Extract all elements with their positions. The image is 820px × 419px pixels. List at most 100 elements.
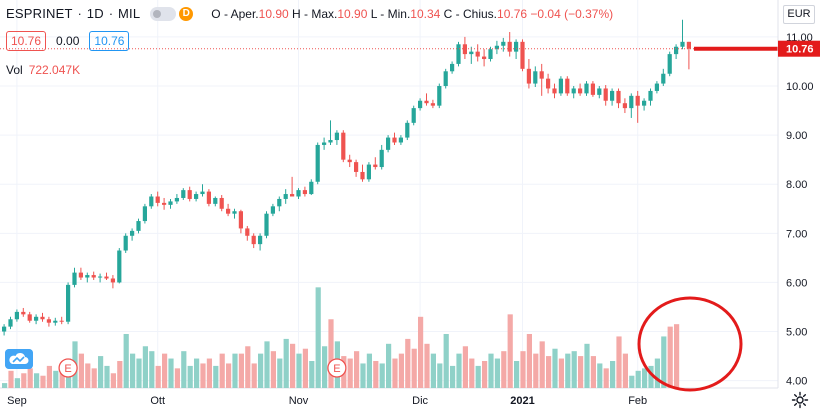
candle bbox=[411, 105, 416, 126]
volume-bar bbox=[302, 348, 308, 388]
candle bbox=[315, 142, 320, 185]
candle-body bbox=[181, 190, 186, 198]
volume-bar bbox=[290, 343, 296, 388]
candle bbox=[130, 228, 135, 241]
candle bbox=[533, 66, 538, 88]
price-tick-label: 10.00 bbox=[786, 81, 814, 93]
volume-bar bbox=[149, 351, 155, 388]
candle-body bbox=[610, 90, 615, 101]
volume-bar bbox=[14, 378, 20, 388]
volume-bar bbox=[85, 363, 91, 388]
candle-body bbox=[91, 275, 96, 278]
candle-body bbox=[2, 326, 7, 332]
settings-gear-icon[interactable] bbox=[791, 391, 809, 409]
price-boxes: 10.76 0.00 10.76 bbox=[6, 31, 130, 51]
candle bbox=[270, 203, 275, 217]
candle bbox=[475, 44, 480, 62]
candle bbox=[667, 51, 672, 77]
candle-body bbox=[456, 44, 461, 64]
volume-bar bbox=[130, 353, 136, 388]
candle-body bbox=[213, 197, 218, 204]
volume-bar bbox=[187, 365, 193, 388]
volume-bar bbox=[424, 343, 430, 388]
candle-body bbox=[571, 88, 576, 94]
volume-bar bbox=[283, 338, 289, 388]
volume-bar bbox=[8, 370, 14, 388]
ask-price-button[interactable]: 10.76 bbox=[89, 31, 130, 51]
visibility-toggle-icon[interactable] bbox=[150, 6, 177, 21]
candle-body bbox=[405, 122, 410, 138]
candle bbox=[168, 198, 173, 209]
candle-body bbox=[110, 278, 115, 283]
candle bbox=[565, 76, 570, 96]
volume-bar bbox=[373, 360, 379, 388]
volume-bar bbox=[482, 360, 488, 388]
candle-body bbox=[469, 51, 474, 55]
candle-body bbox=[34, 316, 39, 321]
candle-body bbox=[206, 191, 211, 204]
candle-body bbox=[46, 319, 51, 323]
volume-bar bbox=[168, 358, 174, 388]
candle-body bbox=[642, 100, 647, 106]
bid-price-button[interactable]: 10.76 bbox=[6, 31, 47, 51]
candle bbox=[405, 120, 410, 141]
candle bbox=[584, 81, 589, 96]
volume-bar bbox=[91, 368, 97, 388]
candle bbox=[194, 191, 199, 202]
candle-body bbox=[411, 108, 416, 123]
open-label: O - Aper. bbox=[211, 6, 259, 21]
candle-body bbox=[130, 230, 135, 236]
candle bbox=[251, 233, 256, 249]
low-label: L - Min. bbox=[370, 6, 411, 21]
volume-bar bbox=[21, 373, 27, 388]
candle-body bbox=[629, 95, 634, 109]
candle bbox=[290, 176, 295, 197]
candle bbox=[366, 162, 371, 182]
price-tick-label: 4.00 bbox=[786, 376, 807, 388]
cloud-icon[interactable] bbox=[5, 349, 33, 369]
candle bbox=[85, 272, 90, 283]
candle-body bbox=[142, 206, 147, 222]
volume-bar bbox=[213, 365, 219, 388]
delayed-data-badge[interactable]: D bbox=[179, 6, 194, 21]
volume-bar bbox=[667, 326, 673, 388]
candle-body bbox=[226, 208, 231, 214]
time-tick-label: Dic bbox=[412, 395, 428, 407]
volume-legend: Vol 722.047K bbox=[6, 63, 80, 77]
candle bbox=[482, 49, 487, 67]
symbol-name[interactable]: ESPRINET bbox=[6, 6, 73, 21]
candle bbox=[424, 93, 429, 106]
candle-body bbox=[680, 41, 685, 47]
candle bbox=[373, 157, 378, 170]
candle-body bbox=[104, 276, 109, 279]
candle-body bbox=[334, 132, 339, 141]
candle-body bbox=[501, 41, 506, 46]
candle-body bbox=[366, 164, 371, 180]
candle-body bbox=[78, 272, 83, 278]
volume-bar bbox=[296, 353, 302, 388]
candle-body bbox=[494, 45, 499, 50]
volume-bar bbox=[590, 356, 596, 388]
candle-body bbox=[674, 46, 679, 55]
candle bbox=[277, 196, 282, 212]
volume-bar bbox=[354, 351, 360, 388]
candle bbox=[322, 137, 327, 150]
volume-bar bbox=[648, 365, 654, 388]
currency-button[interactable]: EUR bbox=[783, 5, 815, 24]
candle-body bbox=[27, 314, 32, 321]
candle-body bbox=[117, 250, 122, 283]
time-axis[interactable]: Sep Ott Nov Dic 2021 Feb bbox=[7, 395, 647, 407]
candle-body bbox=[245, 228, 250, 236]
candle bbox=[110, 275, 115, 289]
interval[interactable]: 1D bbox=[86, 6, 104, 21]
candle-body bbox=[635, 95, 640, 106]
volume-bar bbox=[366, 353, 372, 388]
candle-body bbox=[290, 194, 295, 197]
volume-bar bbox=[674, 324, 680, 388]
candle bbox=[443, 68, 448, 89]
candle-body bbox=[309, 181, 314, 195]
volume-bar bbox=[597, 363, 603, 388]
